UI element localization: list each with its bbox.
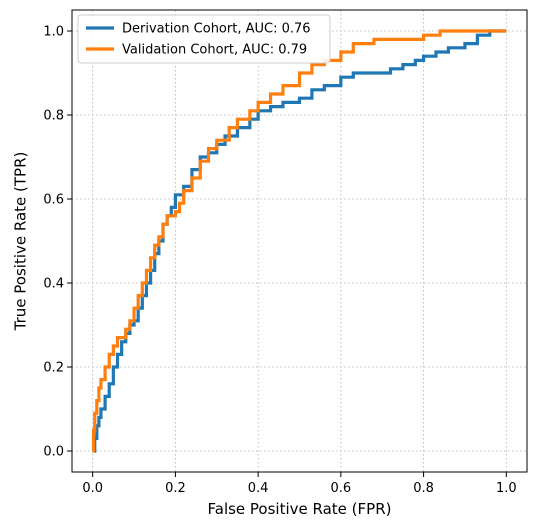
y-tick-label: 0.6 — [43, 193, 64, 208]
x-tick-label: 1.0 — [496, 481, 517, 496]
legend-box — [77, 14, 331, 64]
x-tick-label: 0.0 — [82, 481, 103, 496]
y-tick-label: 1.0 — [43, 25, 64, 40]
y-axis-title: True Positive Rate (TPR) — [11, 152, 29, 332]
x-tick-label: 0.6 — [331, 481, 352, 496]
x-tick-label: 0.4 — [248, 481, 269, 496]
plot-frame — [71, 9, 528, 473]
legend: Derivation Cohort, AUC: 0.76 Validation C… — [77, 14, 331, 64]
y-tick-label: 0.8 — [43, 109, 64, 124]
series-line-0 — [92, 29, 507, 453]
axis-ticks: 0.0 0.2 0.4 0.6 0.8 1.0 0.0 0.2 0.4 0.6 0.8 1.0 — [43, 25, 516, 497]
x-axis-title: False Positive Rate (FPR) — [208, 500, 392, 518]
legend-label-0: Derivation Cohort, AUC: 0.76 — [122, 22, 311, 37]
x-tick-label: 0.8 — [413, 481, 434, 496]
y-tick-label: 0.2 — [43, 361, 64, 376]
legend-label-1: Validation Cohort, AUC: 0.79 — [122, 43, 307, 58]
x-tick-label: 0.2 — [165, 481, 186, 496]
y-tick-label: 0.0 — [43, 445, 64, 460]
y-tick-label: 0.4 — [43, 277, 64, 292]
